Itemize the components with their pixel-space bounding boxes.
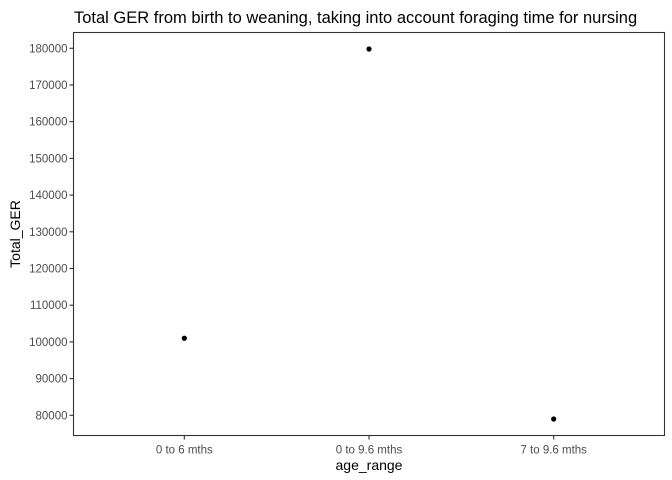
x-tick-label: 7 to 9.6 mths — [520, 445, 587, 457]
data-point — [551, 416, 557, 422]
data-point — [181, 335, 187, 341]
y-tick-label: 110000 — [30, 300, 68, 312]
x-axis-title: age_range — [336, 457, 403, 473]
y-tick-label: 90000 — [36, 374, 68, 386]
y-axis-title: Total_GER — [7, 200, 23, 268]
y-tick-label: 180000 — [29, 43, 67, 55]
y-tick-label: 120000 — [29, 264, 67, 276]
x-axis: 0 to 6 mths 0 to 9.6 mths 7 to 9.6 mths — [156, 435, 587, 457]
y-tick-label: 160000 — [29, 117, 67, 129]
data-points — [181, 46, 557, 422]
y-tick-label: 80000 — [36, 410, 68, 422]
data-point — [366, 46, 372, 52]
y-tick-label: 100000 — [29, 337, 67, 349]
x-tick-label: 0 to 9.6 mths — [336, 445, 403, 457]
chart-title: Total GER from birth to weaning, taking … — [74, 9, 637, 27]
y-tick-label: 150000 — [29, 153, 67, 165]
x-tick-label: 0 to 6 mths — [156, 445, 213, 457]
y-tick-label: 170000 — [29, 80, 67, 92]
plot-panel — [72, 31, 666, 437]
y-axis: 80000 90000 100000 110000 120000 130000 140000… — [29, 43, 74, 422]
y-tick-label: 140000 — [29, 190, 67, 202]
y-tick-label: 130000 — [29, 227, 67, 239]
